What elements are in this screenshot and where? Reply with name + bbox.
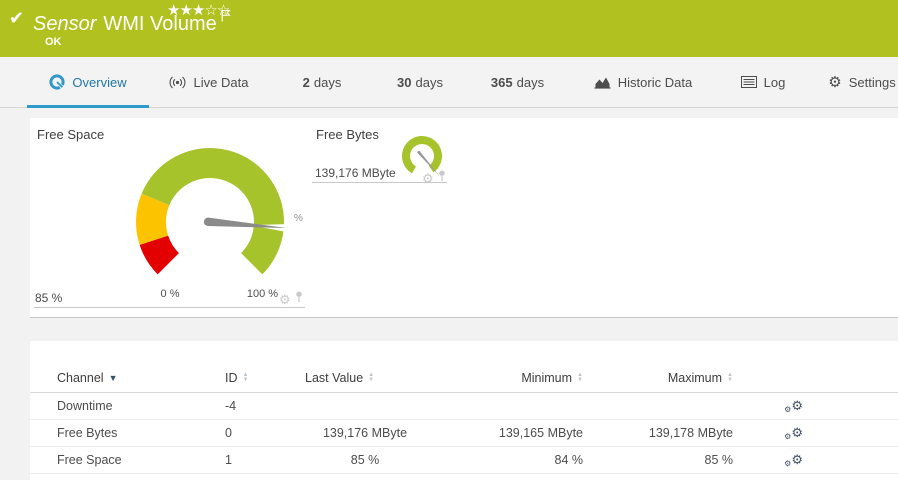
gauge-min-tick: 0 %	[160, 288, 180, 300]
free-space-current-value: 85 %	[35, 291, 63, 305]
table-row: Downtime -4 ⚙⚙	[30, 393, 898, 420]
tab-historic-data[interactable]: Historic Data	[578, 57, 708, 107]
column-header-label: Maximum	[667, 371, 723, 385]
tab-live-data[interactable]: Live Data	[158, 57, 258, 107]
tab-label: Overview	[72, 74, 127, 90]
cell-minimum: 139,165 MByte	[498, 426, 583, 440]
free-bytes-gauge	[401, 135, 442, 177]
priority-stars[interactable]: ★★★☆☆	[167, 2, 230, 19]
tab-label: Settings	[848, 74, 896, 90]
column-header-label: Last Value	[305, 371, 364, 385]
gauge-corner-icons: ⚙	[279, 290, 303, 308]
tab-label: days	[415, 74, 443, 90]
gauge-settings-gear-icon[interactable]: ⚙	[422, 170, 434, 186]
active-tab-underline	[27, 105, 149, 108]
gauge-icon	[49, 74, 66, 90]
tab-label: days	[516, 74, 545, 90]
sort-desc-icon: ▼	[108, 373, 118, 383]
column-header-maximum[interactable]: Maximum ▲ ▼	[583, 371, 733, 392]
table-header-row: Channel ▼ ID ▲ ▼ Last Value ▲ ▼ Minimum ▲ ▼ Maximum…	[30, 341, 898, 393]
log-icon	[740, 76, 757, 88]
cell-id: -4	[225, 399, 237, 413]
page-title-line: Sensor WMI Volume	[33, 5, 231, 36]
free-space-unit-label: %	[294, 213, 303, 224]
table-row: Free Bytes 0 139,176 MByte 139,165 MByte 139…	[30, 420, 898, 447]
column-header-last_value[interactable]: Last Value ▲ ▼	[305, 371, 425, 392]
tab-days-number: 2	[302, 74, 310, 90]
table-body: Downtime -4 ⚙⚙ Free Bytes 0 139,176 MByte 139,…	[30, 393, 898, 474]
table-row: Free Space 1 85 % 84 % 85 % ⚙⚙	[30, 447, 898, 474]
cell-maximum: 139,178 MByte	[648, 426, 733, 440]
sort-icon: ▲ ▼	[368, 372, 375, 383]
tab-365-days[interactable]: 365 days	[470, 57, 565, 107]
tab-30-days[interactable]: 30 days	[378, 57, 462, 107]
tab-label: Live Data	[193, 74, 249, 90]
column-header-minimum[interactable]: Minimum ▲ ▼	[425, 371, 583, 392]
overview-gauges-panel: Free Space % 85 % 0 % 100 % ⚙ Free Bytes…	[30, 118, 898, 318]
cell-id: 0	[225, 426, 232, 440]
cell-last-value: 139,176 MByte	[322, 426, 408, 440]
column-header-label: Minimum	[521, 371, 573, 385]
gauge-corner-icons: ⚙	[422, 169, 446, 187]
gauge-pin-icon[interactable]	[295, 290, 303, 308]
tab-settings[interactable]: ⚙ Settings	[812, 57, 898, 107]
divider	[34, 307, 305, 308]
tab-bar: Overview Live Data 2 days 30 days 365 days Histo…	[0, 57, 898, 108]
tab-label: Log	[763, 74, 786, 90]
free-bytes-gauge-label: Free Bytes	[316, 127, 379, 142]
tab-log[interactable]: Log	[722, 57, 804, 107]
sensor-type-label: Sensor	[33, 13, 97, 35]
sort-icon: ▲ ▼	[577, 372, 583, 383]
gauge-pin-icon[interactable]	[438, 169, 446, 187]
gauge-max-tick: 100 %	[246, 288, 279, 300]
sort-icon: ▲ ▼	[727, 372, 733, 383]
channel-settings-gears-icon[interactable]: ⚙⚙	[784, 425, 803, 441]
column-header-channel[interactable]: Channel ▼	[57, 371, 225, 392]
tab-label: days	[313, 74, 342, 90]
tab-days-number: 365	[490, 74, 513, 90]
sort-icon: ▲ ▼	[242, 372, 249, 383]
column-header-label: ID	[225, 371, 238, 385]
status-badge: OK	[45, 36, 62, 48]
divider	[312, 182, 447, 183]
cell-id: 1	[225, 453, 232, 467]
sensor-status-bar: ✔ Sensor WMI Volume ★★★☆☆ OK	[0, 0, 898, 57]
free-bytes-current-value: 139,176 MByte	[315, 166, 396, 180]
flag-icon[interactable]	[221, 5, 231, 28]
channel-settings-gears-icon[interactable]: ⚙⚙	[784, 452, 803, 468]
gear-icon: ⚙	[828, 73, 842, 91]
free-space-gauge	[135, 148, 292, 275]
channel-settings-gears-icon[interactable]: ⚙⚙	[784, 398, 803, 414]
column-header-label: Channel	[57, 371, 104, 385]
gauge-settings-gear-icon[interactable]: ⚙	[279, 291, 291, 307]
page-title: WMI Volume	[103, 13, 217, 35]
cell-maximum: 85 %	[704, 453, 734, 467]
cell-channel[interactable]: Free Bytes	[57, 426, 118, 440]
cell-channel[interactable]: Downtime	[57, 399, 113, 413]
free-space-gauge-label: Free Space	[37, 127, 105, 142]
tab-label: Historic Data	[617, 74, 693, 90]
chart-icon	[594, 76, 611, 89]
tab-overview[interactable]: Overview	[27, 57, 149, 108]
column-header-actions	[733, 371, 813, 392]
channels-table-panel: Channel ▼ ID ▲ ▼ Last Value ▲ ▼ Minimum ▲ ▼ Maximum…	[30, 341, 898, 480]
cell-minimum: 84 %	[554, 453, 584, 467]
status-ok-check-icon: ✔	[9, 8, 25, 28]
column-header-id[interactable]: ID ▲ ▼	[225, 371, 305, 392]
tab-2-days[interactable]: 2 days	[283, 57, 361, 107]
cell-channel[interactable]: Free Space	[57, 453, 122, 467]
tab-days-number: 30	[397, 74, 412, 90]
live-icon	[168, 76, 187, 89]
cell-last-value: 85 %	[350, 453, 380, 467]
